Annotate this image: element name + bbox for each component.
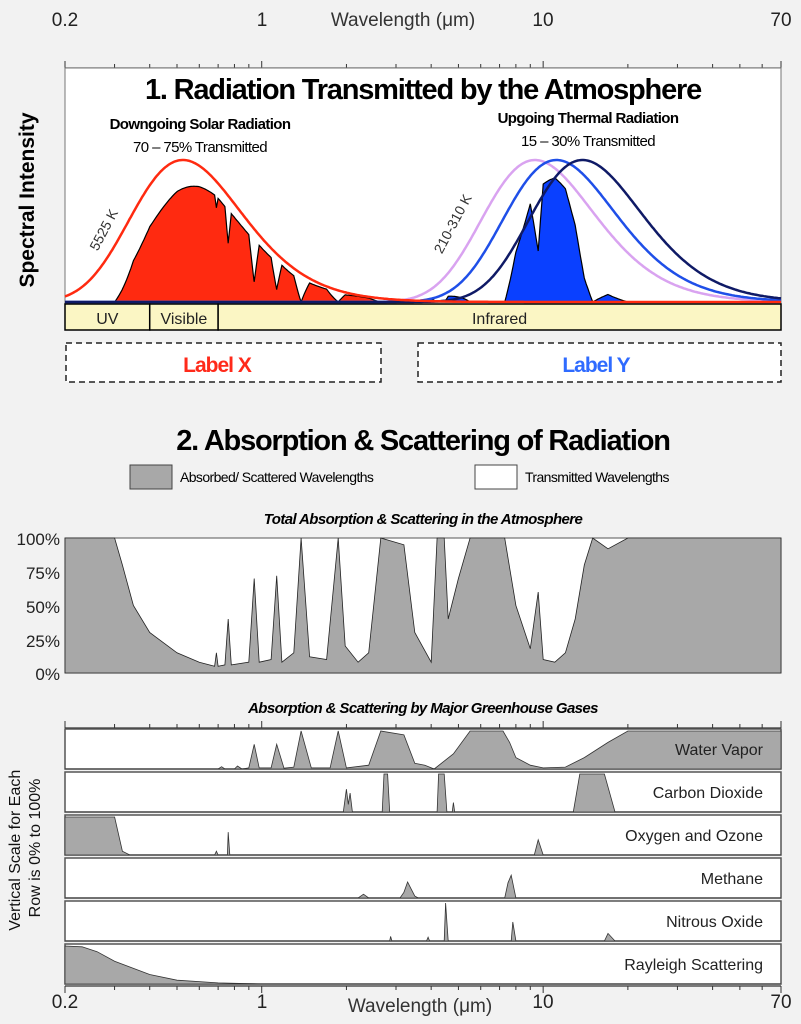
label-x-box[interactable]	[65, 342, 382, 383]
gas-row-label: Rayleigh Scattering	[624, 957, 763, 974]
gas-absorption-area-nitrous-oxide	[65, 902, 781, 942]
label-y: Label Y	[562, 354, 630, 377]
y-tick-label: 100%	[17, 530, 60, 549]
gas-absorption-area-oxygen-and-ozone	[64, 816, 781, 856]
gas-row-label: Water Vapor	[675, 742, 764, 759]
y-tick-label: 0%	[35, 665, 60, 684]
top-tick-label: 0.2	[52, 10, 78, 31]
total-y-ticks: 100% 75% 50% 25% 0%	[17, 530, 60, 684]
gases-top-axis	[64, 721, 782, 729]
total-absorption-area	[64, 537, 782, 674]
gas-absorption-area-rayleigh-scattering	[64, 945, 781, 985]
solar-subtitle: 70 – 75% Transmitted	[133, 139, 267, 156]
bottom-tick-label: 10	[532, 992, 553, 1013]
legend-transmitted-swatch	[474, 464, 518, 490]
bottom-x-axis	[64, 985, 782, 993]
gas-row-frame	[64, 771, 782, 813]
bottom-tick-label: 0.2	[52, 992, 78, 1013]
gases-y-label-line1: Vertical Scale for Each	[7, 770, 24, 931]
gas-row-frame	[64, 857, 782, 899]
gas-row-label: Carbon Dioxide	[653, 785, 763, 802]
total-absorption-chart	[64, 537, 782, 674]
legend-absorbed-swatch	[129, 464, 173, 490]
bottom-tick-label: 1	[257, 992, 268, 1013]
band-infrared	[217, 303, 782, 331]
bottom-tick-label: 70	[770, 992, 791, 1013]
gases-y-label-line2: Row is 0% to 100%	[27, 779, 44, 918]
gas-row-label: Methane	[701, 871, 763, 888]
gas-absorption-area-water-vapor	[65, 730, 782, 770]
gas-row-label: Oxygen and Ozone	[625, 828, 763, 845]
y-axis-label: Spectral Intensity	[16, 112, 39, 287]
solar-title: Downgoing Solar Radiation	[110, 116, 291, 133]
spectrum-bands: UV Visible Infrared	[64, 303, 782, 331]
bottom-x-axis-label: Wavelength (μm)	[348, 996, 492, 1017]
top-tick-label: 10	[532, 10, 553, 31]
top-x-axis-label: Wavelength (μm)	[331, 10, 475, 31]
gas-row-frame	[64, 900, 782, 942]
y-tick-label: 25%	[26, 632, 60, 651]
total-subtitle: Total Absorption & Scattering in the Atm…	[264, 511, 583, 528]
band-label: Infrared	[472, 311, 527, 328]
gases-y-label: Vertical Scale for Each Row is 0% to 100…	[7, 765, 44, 930]
panel-2-title: 2. Absorption & Scattering of Radiation	[176, 425, 669, 457]
solar-blackbody-curve	[64, 158, 781, 304]
band-label: UV	[96, 311, 119, 328]
y-tick-label: 75%	[26, 564, 60, 583]
legend-absorbed-label: Absorbed/ Scattered Wavelengths	[180, 469, 374, 485]
panel-1-title: 1. Radiation Transmitted by the Atmosphe…	[145, 74, 702, 106]
top-tick-label: 70	[770, 10, 791, 31]
gas-row-frame	[64, 943, 782, 985]
band-uv	[64, 303, 151, 331]
label-y-box[interactable]	[417, 342, 782, 383]
gas-absorption-area-methane	[65, 873, 781, 899]
y-tick-label: 50%	[26, 598, 60, 617]
gas-row-label: Nitrous Oxide	[666, 914, 763, 931]
top-tick-label: 1	[257, 10, 268, 31]
band-label: Visible	[160, 311, 207, 328]
thermal-subtitle: 15 – 30% Transmitted	[521, 133, 655, 150]
gases-subtitle: Absorption & Scattering by Major Greenho…	[247, 700, 598, 717]
gas-absorption-area-carbon-dioxide	[65, 773, 781, 813]
top-x-axis	[64, 61, 782, 69]
panel-1-curves	[64, 158, 782, 304]
thermal-title: Upgoing Thermal Radiation	[498, 110, 679, 127]
legend-transmitted-label: Transmitted Wavelengths	[525, 469, 669, 485]
label-x: Label X	[183, 354, 252, 377]
greenhouse-gas-rows: Water Vapor Carbon Dioxide Oxygen and Ozon…	[64, 728, 782, 985]
